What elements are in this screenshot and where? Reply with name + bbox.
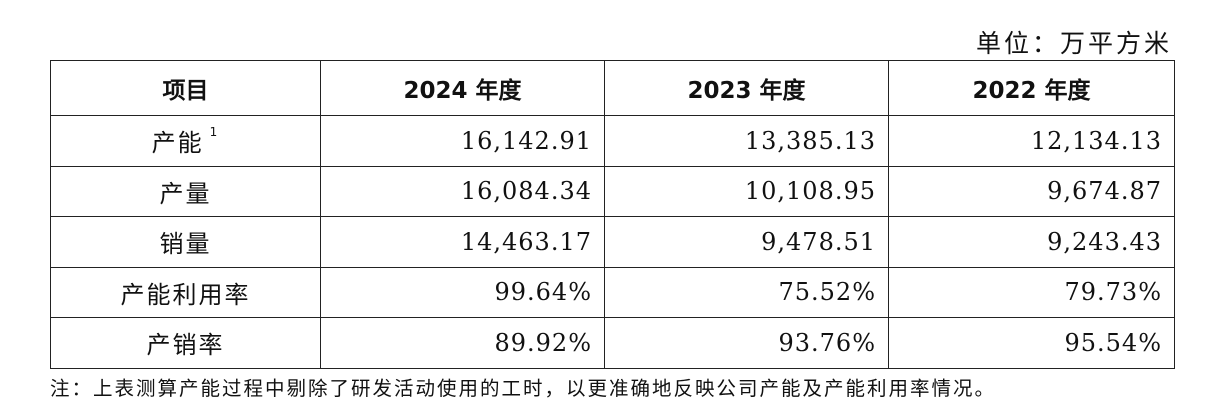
row-label-sales: 销量 xyxy=(50,216,321,268)
cell-value: 12,134.13 xyxy=(888,115,1175,167)
table-row: 产销率 89.92% 93.76% 95.54% xyxy=(50,317,1175,369)
header-item: 项目 xyxy=(50,60,321,116)
footnote-marker: 1 xyxy=(209,125,220,140)
header-2023: 2023 年度 xyxy=(604,60,889,116)
table-row: 产能利用率 99.64% 75.52% 79.73% xyxy=(50,266,1175,318)
row-label-output: 产量 xyxy=(50,165,321,217)
table-row: 产量 16,084.34 10,108.95 9,674.87 xyxy=(50,165,1175,217)
cell-value: 9,478.51 xyxy=(604,216,889,268)
table-note: 注：上表测算产能过程中剔除了研发活动使用的工时，以更准确地反映公司产能及产能利用… xyxy=(50,377,997,400)
cell-value: 95.54% xyxy=(888,317,1175,369)
cell-value: 9,674.87 xyxy=(888,165,1175,217)
cell-value: 89.92% xyxy=(320,317,605,369)
cell-value: 9,243.43 xyxy=(888,216,1175,268)
table-header-row: 项目 2024 年度 2023 年度 2022 年度 xyxy=(50,60,1175,116)
cell-value: 75.52% xyxy=(604,266,889,318)
cell-value: 14,463.17 xyxy=(320,216,605,268)
table-row: 销量 14,463.17 9,478.51 9,243.43 xyxy=(50,216,1175,268)
cell-value: 93.76% xyxy=(604,317,889,369)
cell-value: 10,108.95 xyxy=(604,165,889,217)
cell-value: 99.64% xyxy=(320,266,605,318)
cell-value: 79.73% xyxy=(888,266,1175,318)
table-row: 产能 1 16,142.91 13,385.13 12,134.13 xyxy=(50,115,1175,167)
capacity-table: 项目 2024 年度 2023 年度 2022 年度 产能 1 16,142.91… xyxy=(50,60,1175,369)
row-label-text: 产能 xyxy=(151,129,204,158)
cell-value: 16,142.91 xyxy=(320,115,605,167)
cell-value: 16,084.34 xyxy=(320,165,605,217)
header-2022: 2022 年度 xyxy=(888,60,1175,116)
row-label-capacity: 产能 1 xyxy=(50,115,321,167)
cell-value: 13,385.13 xyxy=(604,115,889,167)
unit-label: 单位：万平方米 xyxy=(975,29,1172,58)
header-2024: 2024 年度 xyxy=(320,60,605,116)
row-label-utilization: 产能利用率 xyxy=(50,266,321,318)
row-label-sell-through: 产销率 xyxy=(50,317,321,369)
